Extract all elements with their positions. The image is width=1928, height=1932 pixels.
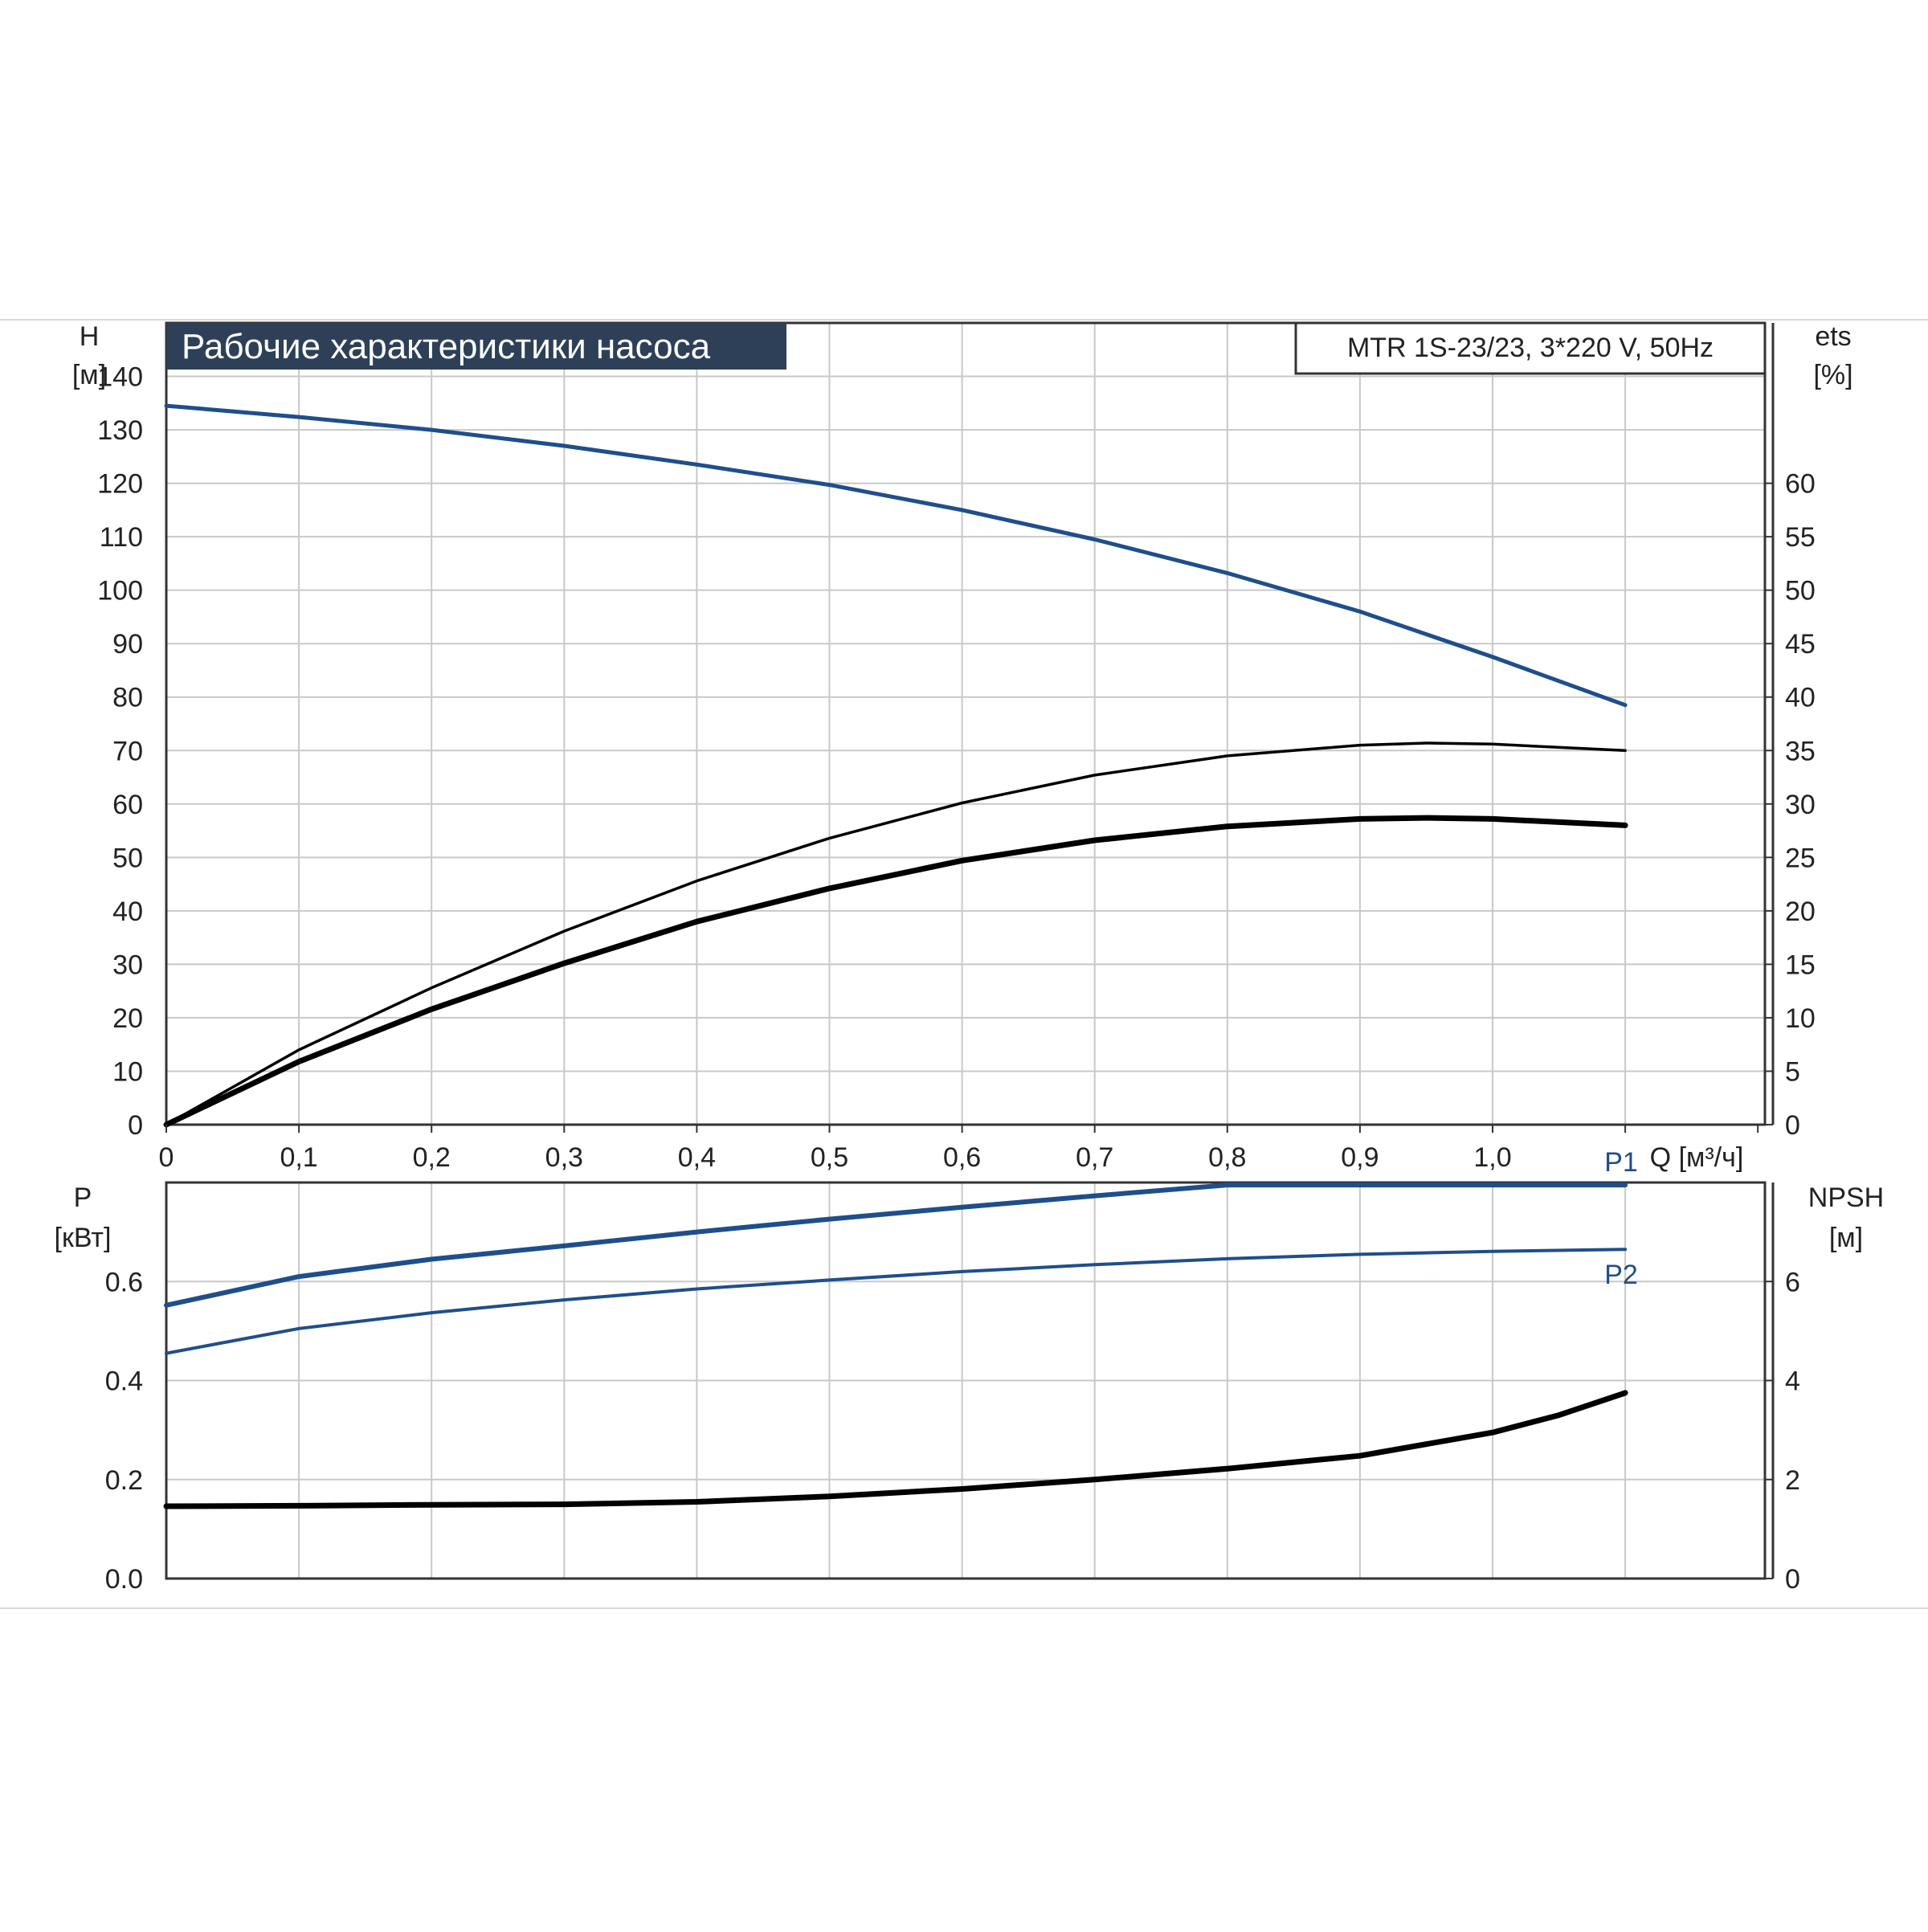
lower-ticks: 0.0 0.2 0.4 0.6 0 2 4 6 xyxy=(105,1182,1800,1595)
npsh-axis-label: NPSH xyxy=(1808,1182,1884,1213)
model-label: MTR 1S-23/23, 3*220 V, 50Hz xyxy=(1347,333,1714,363)
x-tick-label: 0,4 xyxy=(678,1142,716,1173)
head-curve xyxy=(164,403,1628,708)
x-tick-label: 0,9 xyxy=(1341,1142,1379,1173)
y-tick-label-right: 15 xyxy=(1785,950,1816,980)
y-tick-label-left: 50 xyxy=(112,843,143,873)
chart-title: Рабочие характеристики насоса xyxy=(182,327,711,366)
lower-series-group xyxy=(163,1182,1628,1509)
y-tick-label-right: 20 xyxy=(1785,897,1816,927)
y-tick-label-left: 30 xyxy=(112,950,143,980)
x-tick-label: 0,7 xyxy=(1076,1142,1113,1173)
y-tick-label-left: 130 xyxy=(97,415,143,446)
y-tick-label-right: 5 xyxy=(1785,1056,1800,1087)
y-tick-label-left: 70 xyxy=(112,736,143,766)
x-tick-label: 1,0 xyxy=(1473,1142,1511,1173)
power-axis-unit: [кВт] xyxy=(55,1223,112,1253)
y-tick-label-right: 50 xyxy=(1785,576,1816,607)
y-tick-label-right: 30 xyxy=(1785,790,1816,820)
npsh-tick-label: 0 xyxy=(1785,1564,1800,1595)
upper-series-group xyxy=(163,403,1628,1128)
y-tick-label-left: 0 xyxy=(128,1110,143,1141)
model-label-box xyxy=(1294,321,1767,375)
x-tick-label: 0 xyxy=(159,1142,174,1173)
power-tick-label: 0.0 xyxy=(105,1564,143,1595)
y-tick-label-right: 10 xyxy=(1785,1003,1816,1034)
lower-grid xyxy=(166,1182,1765,1579)
y-tick-label-left: 20 xyxy=(112,1003,143,1034)
y-tick-label-left: 120 xyxy=(97,469,143,500)
power-tick-label: 0.6 xyxy=(105,1267,143,1297)
y-tick-label-left: 40 xyxy=(112,897,143,927)
npsh-tick-label: 4 xyxy=(1785,1366,1800,1397)
y-tick-label-right: 60 xyxy=(1785,469,1816,500)
y-tick-label-right: 40 xyxy=(1785,683,1816,713)
head-efficiency-panel: 0 10 20 30 40 50 60 70 80 90 100 110 120 130 140 0 5 10 15… xyxy=(72,321,1853,1173)
y-tick-label-left: 100 xyxy=(97,576,143,607)
x-tick-label: 0,3 xyxy=(545,1142,583,1173)
y-tick-label-left: 90 xyxy=(112,629,143,660)
x-axis-label: Q [м³/ч] xyxy=(1650,1142,1744,1173)
left-axis-unit: [м] xyxy=(72,360,106,390)
p1-curve xyxy=(164,1182,1628,1308)
upper-plot-frame xyxy=(165,321,1767,1126)
y-tick-label-left: 10 xyxy=(112,1056,143,1087)
efficiency-curve-a xyxy=(165,741,1627,1126)
power-axis-label: P xyxy=(74,1182,92,1213)
npsh-tick-label: 2 xyxy=(1785,1465,1800,1496)
x-tick-label: 0,5 xyxy=(811,1142,848,1173)
title-box xyxy=(166,323,786,370)
y-tick-label-left: 60 xyxy=(112,790,143,820)
y-tick-label-left: 140 xyxy=(97,362,143,393)
x-tick-label: 0,8 xyxy=(1208,1142,1246,1173)
x-tick-label: 0,2 xyxy=(413,1142,451,1173)
x-tick-label: 0,1 xyxy=(280,1142,317,1173)
y-tick-label-right: 45 xyxy=(1785,629,1816,660)
y-tick-label-right: 0 xyxy=(1785,1110,1800,1141)
p2-curve xyxy=(165,1248,1628,1355)
right-axis-unit: [%] xyxy=(1813,360,1852,390)
right-axis-label: ets xyxy=(1815,321,1851,352)
y-tick-label-right: 55 xyxy=(1785,522,1816,553)
upper-grid xyxy=(166,322,1765,1125)
upper-ticks: 0 10 20 30 40 50 60 70 80 90 100 110 120 130 140 0 5 10 15… xyxy=(97,323,1816,1173)
y-tick-label-right: 35 xyxy=(1785,736,1816,766)
npsh-axis-unit: [м] xyxy=(1829,1223,1863,1253)
npsh-tick-label: 6 xyxy=(1785,1267,1800,1297)
power-tick-label: 0.2 xyxy=(105,1465,143,1496)
left-axis-label: H xyxy=(80,321,100,352)
npsh-curve xyxy=(163,1390,1628,1509)
p1-series-label: P1 xyxy=(1604,1147,1638,1178)
y-tick-label-right: 25 xyxy=(1785,843,1816,873)
p2-series-label: P2 xyxy=(1604,1260,1638,1290)
power-tick-label: 0.4 xyxy=(105,1366,143,1397)
y-tick-label-left: 110 xyxy=(100,522,143,553)
power-npsh-panel: 0.0 0.2 0.4 0.6 0 2 4 6 P [кВт] NPSH [м] P1 P2 xyxy=(55,1147,1885,1595)
efficiency-curve-b xyxy=(163,815,1628,1128)
x-tick-label: 0,6 xyxy=(943,1142,981,1173)
y-tick-label-left: 80 xyxy=(112,683,143,713)
